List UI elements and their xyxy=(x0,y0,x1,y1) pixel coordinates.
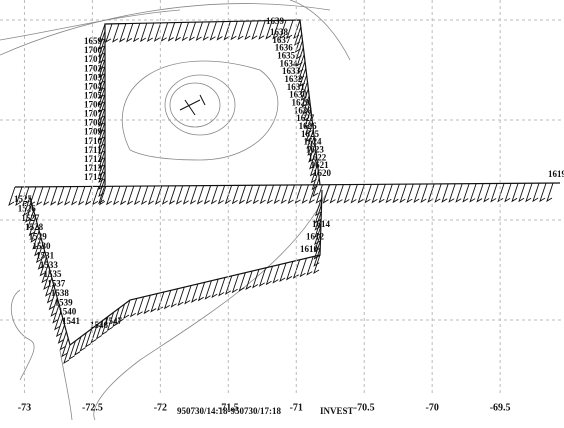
x-tick-label: -70.5 xyxy=(354,402,375,413)
time-label: 1541 xyxy=(62,316,81,326)
time-label: 1614 xyxy=(312,219,331,229)
time-label: 1610 xyxy=(300,244,319,254)
time-label: 1612 xyxy=(306,232,325,242)
time-label: 1620 xyxy=(313,168,332,178)
x-tick-label: -73 xyxy=(18,402,31,413)
x-tick-label: -71.5 xyxy=(218,402,239,413)
x-tick-label: -70 xyxy=(426,402,439,413)
time-label: 1639 xyxy=(266,16,285,26)
time-label: 1714 xyxy=(84,172,103,182)
x-tick-label: -72.5 xyxy=(82,402,103,413)
storm-name: INVEST xyxy=(320,406,354,416)
x-tick-label: -71 xyxy=(290,402,303,413)
x-tick-label: -72 xyxy=(154,402,167,413)
time-label: 1547 xyxy=(104,316,123,326)
time-label: 1619 xyxy=(548,169,564,179)
chart: 1639165917001701170217031704170517061707… xyxy=(0,0,564,428)
x-tick-label: -69.5 xyxy=(490,402,511,413)
